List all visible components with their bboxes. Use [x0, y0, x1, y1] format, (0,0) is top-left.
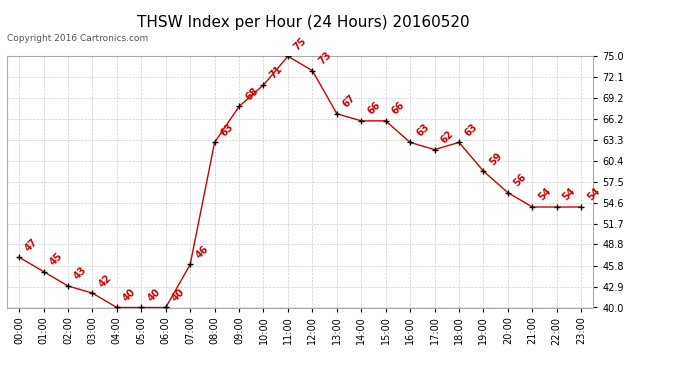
Text: 54: 54 [561, 186, 578, 203]
Text: 63: 63 [414, 122, 431, 138]
Text: THSW  (°F): THSW (°F) [591, 27, 651, 37]
Text: 45: 45 [48, 251, 64, 267]
Text: 67: 67 [341, 93, 357, 110]
Text: 66: 66 [366, 100, 382, 117]
Text: 40: 40 [121, 287, 137, 303]
Text: 43: 43 [72, 265, 89, 282]
Text: 66: 66 [390, 100, 406, 117]
Text: 75: 75 [292, 36, 308, 52]
Text: 54: 54 [536, 186, 553, 203]
Text: 71: 71 [268, 64, 284, 81]
Text: 47: 47 [23, 237, 40, 253]
Text: Copyright 2016 Cartronics.com: Copyright 2016 Cartronics.com [7, 34, 148, 43]
Text: 68: 68 [243, 86, 260, 102]
Text: THSW Index per Hour (24 Hours) 20160520: THSW Index per Hour (24 Hours) 20160520 [137, 15, 470, 30]
Text: 56: 56 [512, 172, 529, 189]
Text: 54: 54 [585, 186, 602, 203]
Text: 42: 42 [97, 272, 113, 289]
Text: 46: 46 [195, 244, 211, 260]
Text: 63: 63 [463, 122, 480, 138]
Text: 63: 63 [219, 122, 235, 138]
Text: 62: 62 [439, 129, 455, 146]
Text: 40: 40 [170, 287, 186, 303]
Text: 73: 73 [317, 50, 333, 66]
Text: 40: 40 [146, 287, 162, 303]
Text: 59: 59 [488, 150, 504, 167]
